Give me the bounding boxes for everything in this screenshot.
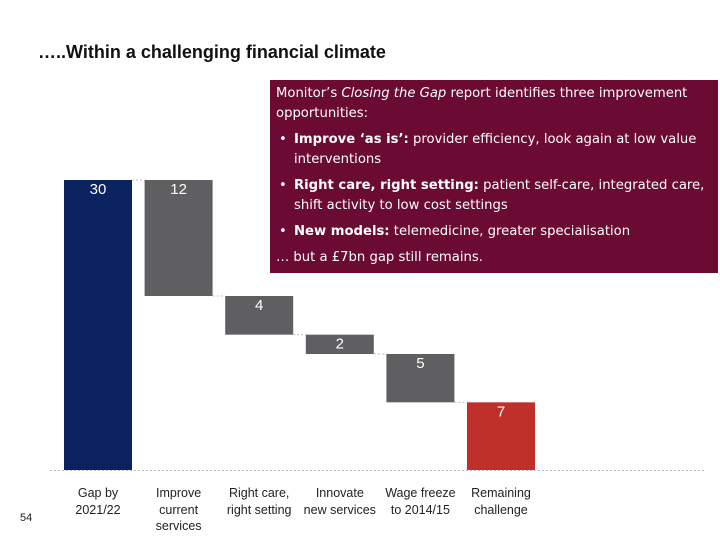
data-label-3: 4 (255, 297, 263, 314)
bar-3 (225, 296, 294, 335)
bar-2 (144, 180, 213, 296)
callout-bullet-2-text: patient self-care, integrated care, shif… (294, 178, 705, 213)
bar-5 (386, 354, 455, 403)
callout-intro: Monitor’s Closing the Gap report identif… (276, 84, 712, 124)
callout-bullet-1: Improve ‘as is’: provider efficiency, lo… (276, 130, 712, 170)
callout-bullet-3-text: telemedicine, greater specialisation (389, 224, 631, 239)
x-tick-label-6: Remaining challenge (471, 486, 531, 517)
data-label-5: 5 (416, 355, 424, 372)
callout-box: Monitor’s Closing the Gap report identif… (270, 80, 718, 273)
callout-bullet-2-bold: Right care, right setting: (294, 178, 479, 193)
x-tick-label-4: Innovate new services (303, 486, 376, 517)
callout-bullet-3: New models: telemedicine, greater specia… (276, 222, 712, 242)
slide-title: …..Within a challenging financial climat… (38, 42, 386, 62)
callout-footer: … but a £7bn gap still remains. (276, 250, 483, 265)
callout-bullet-1-bold: Improve ‘as is’: (294, 132, 409, 147)
bar-1 (64, 180, 132, 470)
data-label-4: 2 (336, 336, 344, 353)
callout-intro-after: report identifies three improvement oppo… (276, 86, 688, 121)
data-label-1: 30 (90, 181, 107, 198)
bar-4 (305, 334, 374, 354)
callout-bullet-1-text: provider efficiency, look again at low v… (294, 132, 697, 167)
x-tick-label-5: Wage freeze to 2014/15 (385, 486, 456, 517)
callout-bullet-2: Right care, right setting: patient self-… (276, 176, 712, 216)
bar-6 (467, 402, 535, 470)
callout-intro-before: Monitor’s (276, 86, 342, 101)
data-label-2: 12 (170, 181, 187, 198)
callout-intro-italic: Closing the Gap (341, 86, 447, 101)
callout-bullet-3-bold: New models: (294, 224, 390, 239)
x-tick-label-2: Improve current services (155, 486, 202, 533)
page-number: 54 (20, 512, 33, 524)
x-tick-label-1: Gap by 2021/22 (75, 486, 121, 517)
x-tick-label-3: Right care, right setting (226, 486, 292, 517)
data-label-6: 7 (497, 403, 505, 420)
